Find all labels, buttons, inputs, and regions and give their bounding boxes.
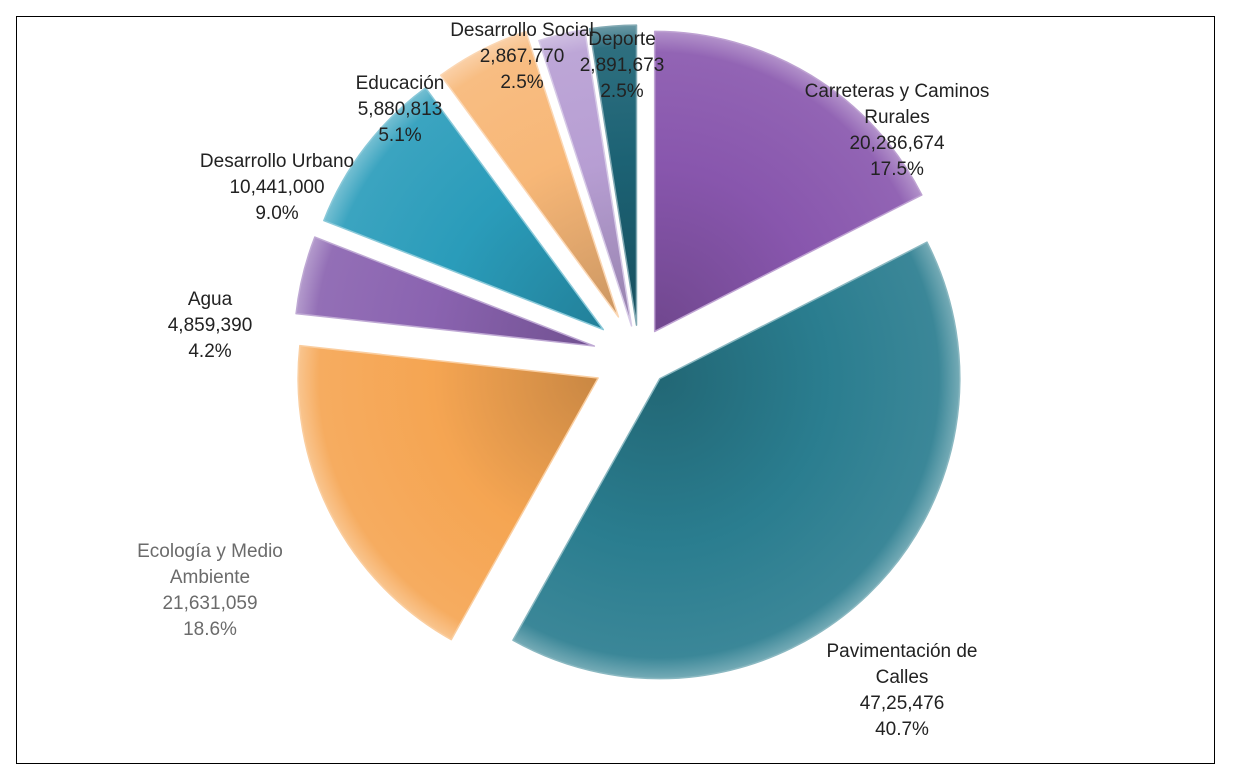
slice-value: 21,631,059 bbox=[162, 593, 257, 614]
slice-percent: 18.6% bbox=[183, 619, 237, 640]
slice-label-5: Desarrollo Urbano 10,441,000 9.0% bbox=[200, 151, 354, 224]
slice-label-2: Pavimentación de Calles 47,25,476 40.7% bbox=[826, 641, 977, 740]
slice-percent: 40.7% bbox=[875, 719, 929, 740]
pie-slice-6 bbox=[440, 30, 620, 318]
pie-slice-4 bbox=[295, 236, 596, 347]
slice-value: 4,859,390 bbox=[168, 315, 253, 336]
slice-value: 20,286,674 bbox=[849, 133, 945, 154]
slice-name: Desarrollo Social bbox=[450, 20, 594, 41]
slice-percent: 5.1% bbox=[378, 125, 421, 146]
slice-percent: 2.5% bbox=[500, 72, 543, 93]
slice-name: Ambiente bbox=[170, 567, 250, 588]
slice-value: 5,880,813 bbox=[358, 99, 443, 120]
pie-chart: Carreteras y Caminos Rurales 20,286,674 17.… bbox=[137, 20, 989, 740]
slice-name: Deporte bbox=[588, 29, 656, 50]
pie-labels: Carreteras y Caminos Rurales 20,286,674 17.… bbox=[137, 20, 989, 740]
slice-name: Ecología y Medio bbox=[137, 541, 283, 562]
slice-label-3: Ecología y Medio Ambiente 21,631,059 18.6% bbox=[137, 541, 283, 640]
slice-name: Rurales bbox=[864, 107, 929, 128]
pie-slice-1 bbox=[653, 30, 923, 333]
slice-percent: 2.5% bbox=[600, 81, 643, 102]
slice-label-4: Agua 4,859,390 4.2% bbox=[168, 289, 253, 362]
slice-name: Educación bbox=[356, 73, 445, 94]
chart-frame: Carreteras y Caminos Rurales 20,286,674 17.… bbox=[16, 16, 1215, 764]
slice-label-6: Educación 5,880,813 5.1% bbox=[356, 73, 445, 146]
pie-slice-3 bbox=[297, 344, 599, 641]
slice-value: 2,891,673 bbox=[580, 55, 665, 76]
pie-slice-2 bbox=[512, 241, 961, 680]
slice-label-7: Desarrollo Social 2,867,770 2.5% bbox=[450, 20, 594, 93]
pie-slice-7 bbox=[538, 28, 633, 327]
slice-value: 10,441,000 bbox=[229, 177, 324, 198]
slice-label-1: Carreteras y Caminos Rurales 20,286,674 17.… bbox=[805, 81, 990, 180]
slice-label-8: Deporte 2,891,673 2.5% bbox=[580, 29, 665, 102]
slice-percent: 4.2% bbox=[188, 341, 231, 362]
slice-name: Agua bbox=[188, 289, 233, 310]
slice-percent: 17.5% bbox=[870, 159, 924, 180]
slice-name: Pavimentación de bbox=[826, 641, 977, 662]
slice-name: Desarrollo Urbano bbox=[200, 151, 354, 172]
pie-slice-8 bbox=[588, 24, 638, 326]
slice-value: 2,867,770 bbox=[480, 46, 565, 67]
slice-name: Calles bbox=[876, 667, 929, 688]
pie-slice-5 bbox=[323, 87, 605, 331]
slice-percent: 9.0% bbox=[255, 203, 298, 224]
pie-slices bbox=[295, 24, 961, 680]
slice-value: 47,25,476 bbox=[860, 693, 945, 714]
slice-name: Carreteras y Caminos bbox=[805, 81, 990, 102]
